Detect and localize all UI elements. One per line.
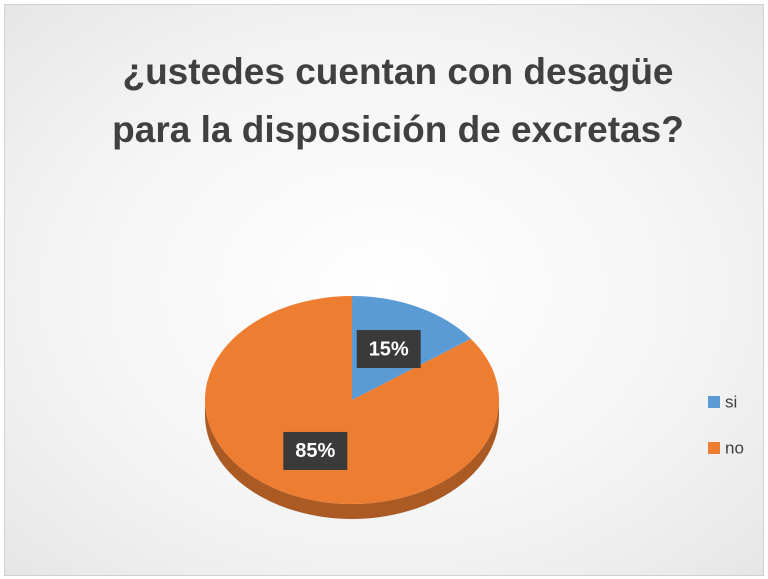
chart-title: ¿ustedes cuentan con desagüe para la dis… [112,51,684,150]
legend-swatch [708,396,720,408]
legend-label: si [725,392,737,411]
data-label-box [356,330,421,369]
data-label: 85% [295,440,335,462]
pie-slice [205,296,500,504]
legend-label: no [725,438,744,457]
legend-swatch [708,442,720,454]
data-label-box [283,431,348,470]
data-label: 15% [369,338,409,360]
